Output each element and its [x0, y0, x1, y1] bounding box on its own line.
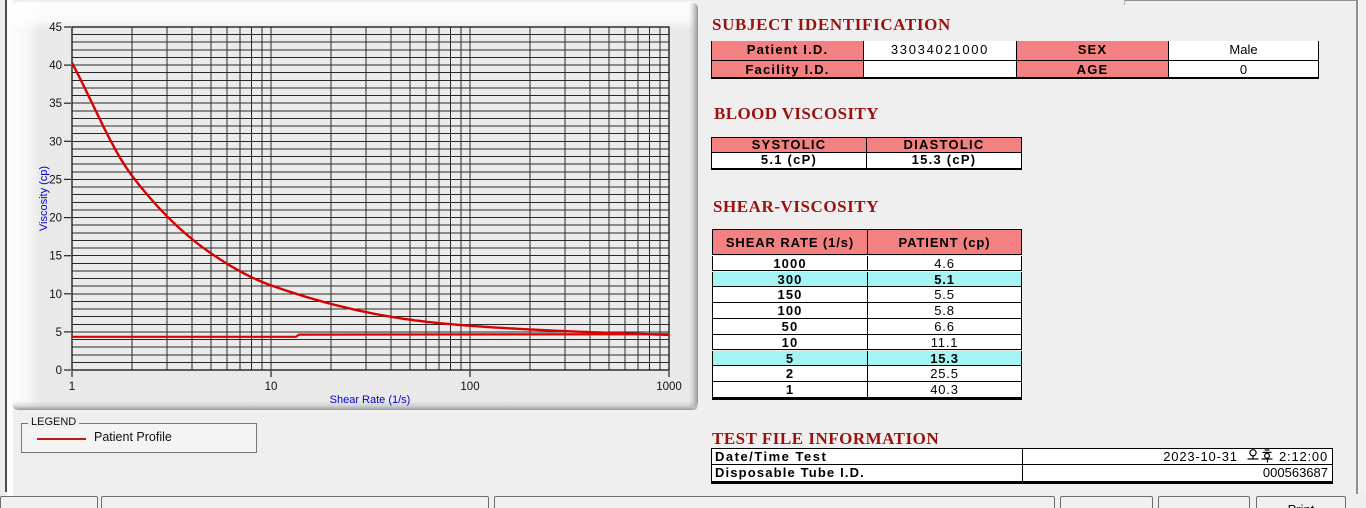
svg-text:10: 10	[49, 289, 62, 301]
svg-text:0: 0	[56, 365, 62, 377]
svg-text:Shear Rate (1/s): Shear Rate (1/s)	[330, 394, 411, 406]
svg-text:1000: 1000	[656, 381, 682, 393]
svg-text:40: 40	[49, 60, 62, 72]
svg-text:10: 10	[265, 381, 278, 393]
svg-text:25: 25	[49, 174, 62, 186]
svg-text:30: 30	[49, 136, 62, 148]
svg-text:35: 35	[49, 98, 62, 110]
svg-text:45: 45	[49, 22, 62, 34]
svg-text:15: 15	[49, 251, 62, 263]
svg-text:1: 1	[69, 381, 75, 393]
svg-text:20: 20	[49, 213, 62, 225]
svg-text:Viscosity (cp): Viscosity (cp)	[38, 166, 50, 231]
svg-text:100: 100	[460, 381, 479, 393]
svg-text:5: 5	[56, 327, 62, 339]
